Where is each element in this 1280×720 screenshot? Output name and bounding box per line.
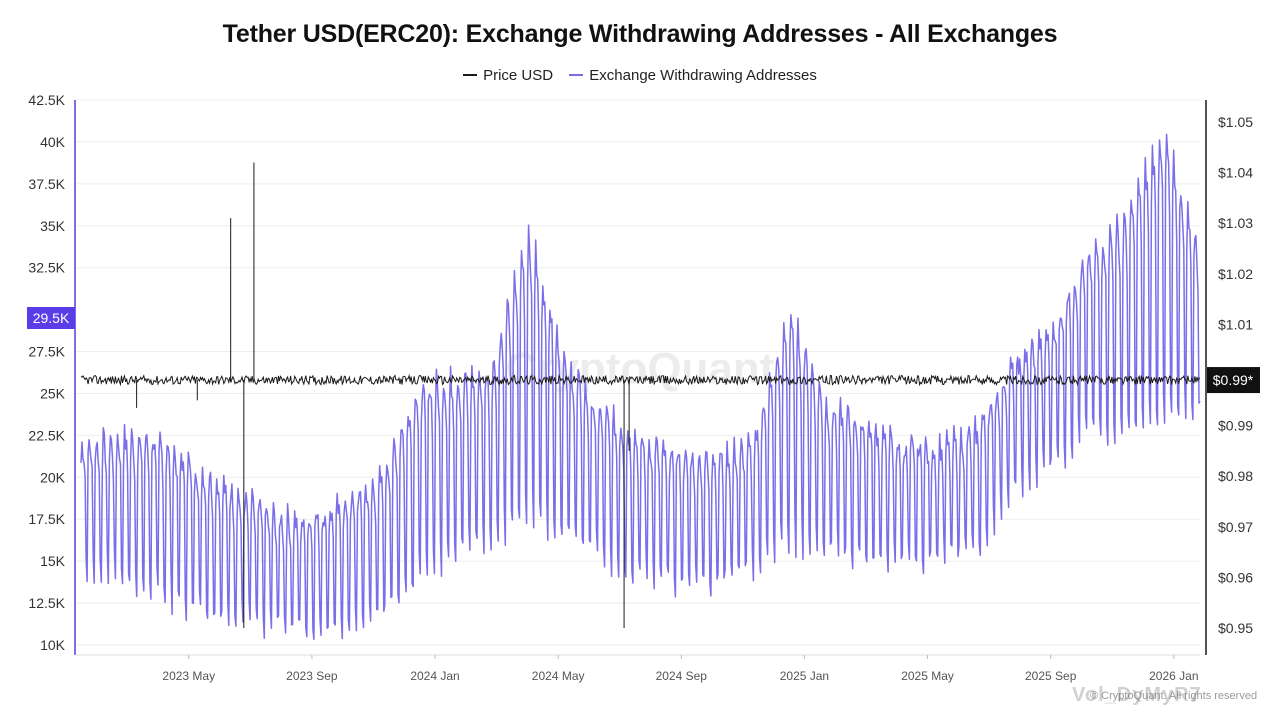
- right-tick-label: $1.05: [1218, 114, 1253, 130]
- addresses-series-line: [80, 133, 1201, 641]
- left-tick-label: 37.5K: [28, 176, 65, 192]
- right-current-badge: [1207, 367, 1260, 394]
- right-tick-label: $0.95: [1218, 620, 1253, 636]
- left-tick-label: 22.5K: [28, 427, 65, 443]
- right-tick-label: $1.03: [1218, 215, 1253, 231]
- legend-swatch-addresses: [569, 74, 584, 76]
- left-tick-label: 20K: [40, 469, 66, 485]
- copyright-text: © CryptoQuant. All rights reserved: [1090, 690, 1258, 702]
- watermark-stamp: Vol_DyMyR7: [1072, 684, 1202, 706]
- right-tick-label: $1.02: [1218, 266, 1253, 282]
- left-axis: 10K 12.5K 15K 17.5K 20K 22.5K 25K 27.5K 32.5K 35K…: [28, 92, 76, 655]
- x-axis: 2023 May 2023 Sep 2024 Jan 2024 May 2024 Sep…: [75, 654, 1200, 683]
- x-tick-label: 2025 Jan: [780, 669, 829, 683]
- watermark-logo: CryptoQuant: [506, 344, 775, 393]
- right-tick-label: $0.98: [1218, 468, 1253, 484]
- left-tick-label: 32.5K: [28, 260, 65, 276]
- left-tick-label: 12.5K: [28, 595, 65, 611]
- x-tick-label: 2025 May: [901, 669, 954, 683]
- x-tick-label: 2024 May: [532, 669, 585, 683]
- legend-swatch-price: [463, 74, 478, 76]
- legend: Price USD Exchange Withdrawing Addresses: [0, 63, 1280, 84]
- right-current-label: $0.99*: [1213, 372, 1254, 388]
- left-current-badge: [27, 307, 75, 329]
- left-tick-label: 27.5K: [28, 344, 65, 360]
- left-current-label: 29.5K: [33, 310, 70, 326]
- left-tick-label: 25K: [40, 385, 66, 401]
- x-tick-label: 2023 May: [162, 669, 215, 683]
- price-series-line: [80, 373, 1201, 387]
- left-tick-label: 15K: [40, 553, 66, 569]
- left-tick-label: 42.5K: [28, 92, 65, 108]
- right-tick-label: $0.96: [1218, 569, 1253, 585]
- right-tick-label: $1.01: [1218, 316, 1253, 332]
- x-tick-label: 2024 Jan: [410, 669, 459, 683]
- left-tick-label: 17.5K: [28, 511, 65, 527]
- x-tick-label: 2026 Jan: [1149, 669, 1198, 683]
- right-axis: $0.95 $0.96 $0.97 $0.98 $0.99 $1.01 $1.02 $1.03…: [1205, 100, 1253, 655]
- legend-item-price[interactable]: Price USD: [463, 67, 553, 84]
- chart-title: Tether USD(ERC20): Exchange Withdrawing …: [222, 20, 1058, 48]
- x-tick-label: 2023 Sep: [286, 669, 338, 683]
- left-tick-label: 35K: [40, 218, 66, 234]
- x-tick-label: 2024 Sep: [656, 669, 708, 683]
- right-tick-label: $0.97: [1218, 519, 1253, 535]
- right-tick-label: $1.04: [1218, 165, 1253, 181]
- left-tick-label: 40K: [40, 134, 66, 150]
- grid-lines: [75, 99, 1200, 646]
- x-tick-label: 2025 Sep: [1025, 669, 1077, 683]
- legend-label-addresses: Exchange Withdrawing Addresses: [589, 66, 817, 84]
- left-tick-label: 10K: [40, 637, 66, 653]
- legend-item-addresses[interactable]: Exchange Withdrawing Addresses: [569, 67, 817, 84]
- legend-label-price: Price USD: [483, 66, 554, 84]
- current-value-badges: 29.5K $0.99*: [27, 307, 1260, 394]
- right-tick-label: $0.99: [1218, 418, 1253, 434]
